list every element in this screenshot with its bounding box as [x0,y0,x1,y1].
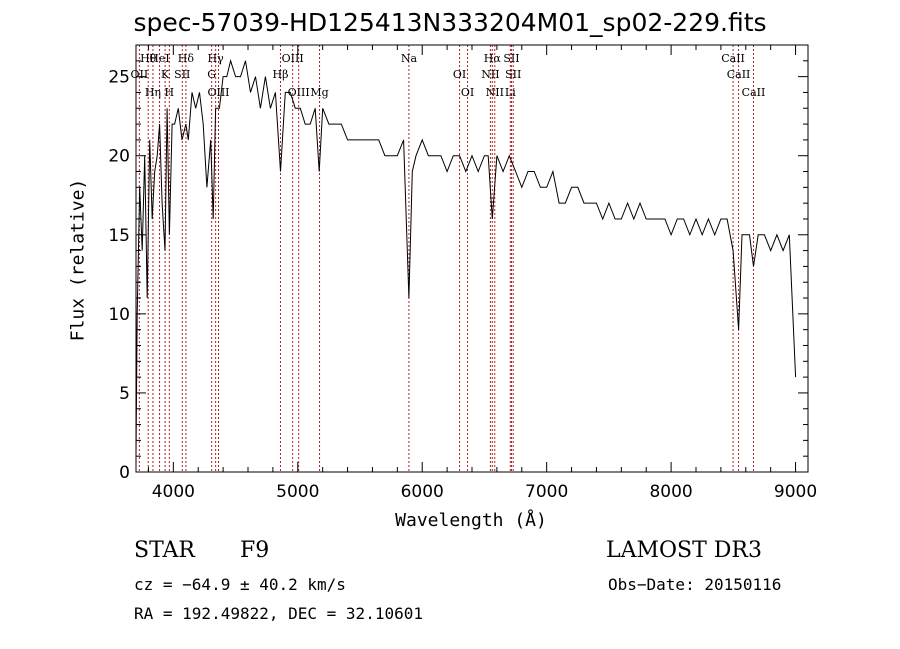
line-marker-label: Hδ [178,52,195,65]
line-marker-label: Hθ [140,52,157,65]
line-marker-label: Hγ [208,52,225,65]
emission-line-markers [138,45,754,472]
y-tick-label: 5 [119,384,130,404]
line-marker-label: H [165,86,175,99]
line-marker-label: K [161,68,170,81]
line-marker-label: OIII [207,86,229,99]
observation-date: Obs−Date: 20150116 [608,575,782,594]
x-tick-label: 8000 [649,482,692,502]
line-marker-label: SII [503,52,519,65]
line-marker-label: Hη [145,86,161,99]
line-marker-label: Na [401,52,418,65]
line-marker-label: HeI [149,52,169,65]
line-marker-label: CaII [742,86,766,99]
y-tick-label: 0 [119,463,130,483]
line-marker-label: CaII [727,68,751,81]
coordinates: RA = 192.49822, DEC = 32.10601 [134,604,423,623]
x-axis-label: Wavelength (Å) [395,510,547,531]
line-marker-label: NII [481,68,499,81]
survey-name: LAMOST DR3 [606,538,762,563]
y-axis-ticks: 0 5 10 15 20 25 [108,44,808,483]
line-marker-label: OIII [282,52,304,65]
redshift-value: cz = −64.9 ± 40.2 km/s [134,575,346,594]
line-marker-label: Hα [484,52,502,65]
chart-title: spec-57039-HD125413N333204M01_sp02-229.f… [133,8,767,37]
x-tick-label: 4000 [152,482,195,502]
y-axis-label: Flux (relative) [67,178,89,342]
plot-frame [135,44,809,473]
line-marker-label: SII [505,68,521,81]
line-marker-label: OIII [288,86,310,99]
line-marker-label: OII [131,68,149,81]
x-tick-label: 7000 [525,482,568,502]
y-tick-label: 15 [108,226,130,246]
x-tick-label: 9000 [774,482,817,502]
line-marker-label: Hβ [273,68,289,81]
x-axis-ticks: 4000 5000 6000 7000 8000 9000 [147,45,817,502]
x-tick-label: 5000 [276,482,319,502]
line-marker-label: Li [505,86,516,99]
y-tick-label: 10 [108,305,130,325]
emission-line-labels: Hθ OII Hη HeI KH Hδ SII OIII Hγ G OIII OIII Hβ Mg Na OI… [131,52,766,99]
line-marker-label: OI [461,86,474,99]
spectrum-line [135,58,797,457]
line-marker-label: NII [486,86,504,99]
line-marker-label: G [207,68,216,81]
line-marker-label: CaII [721,52,745,65]
line-marker-label: OI [453,68,466,81]
y-tick-label: 25 [108,68,130,88]
spectrum-series [135,58,797,457]
object-class: STAR [134,538,195,563]
line-marker-label: SII [174,68,190,81]
x-tick-label: 6000 [401,482,444,502]
y-tick-label: 20 [108,147,130,167]
object-subclass: F9 [240,538,270,563]
line-marker-label: Mg [310,86,328,99]
